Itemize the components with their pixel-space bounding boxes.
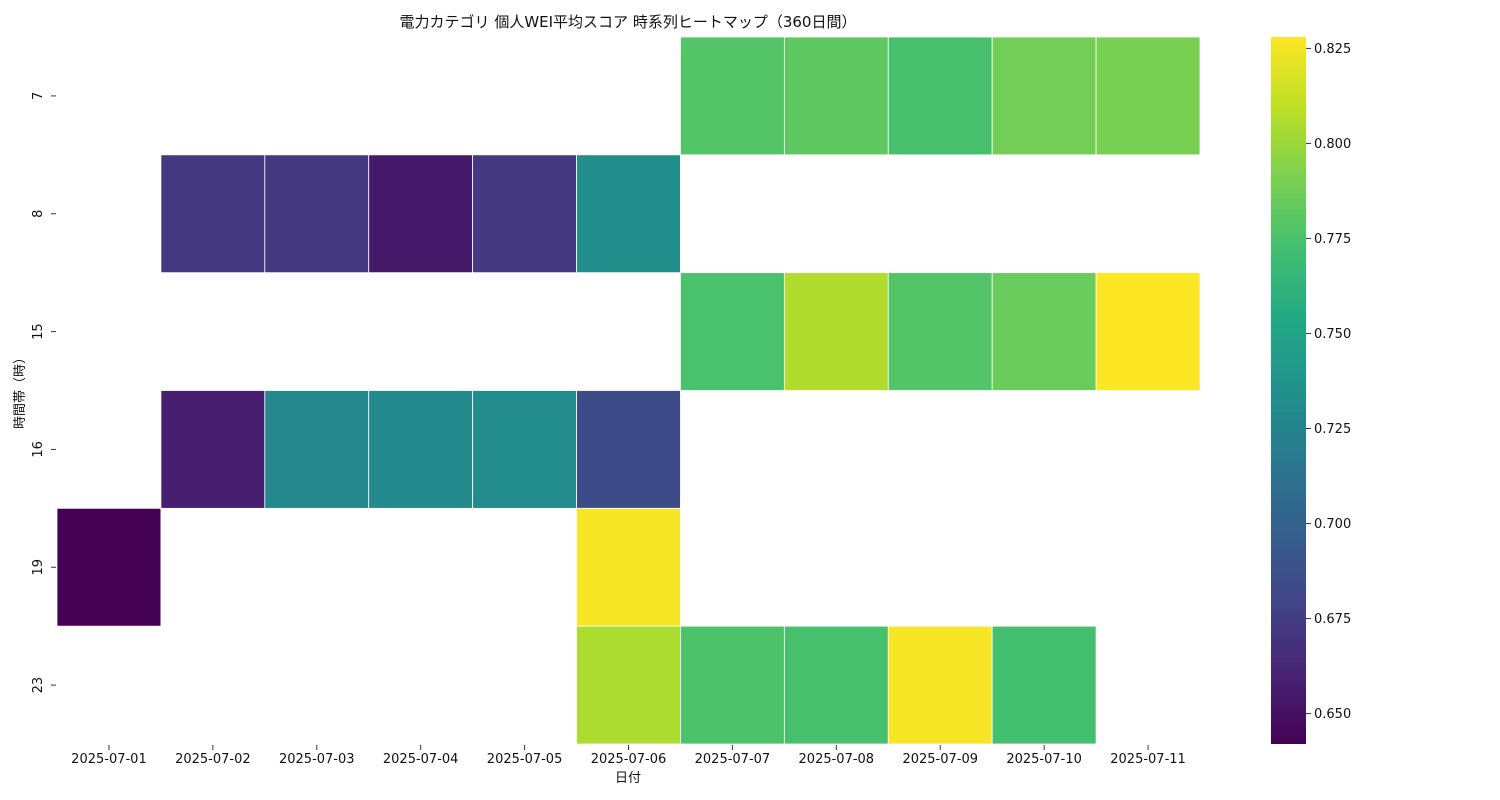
x-tick-label: 2025-07-06 bbox=[591, 752, 667, 767]
colorbar-tick-label: 0.700 bbox=[1314, 517, 1351, 532]
y-tick-label: 19 bbox=[31, 559, 46, 576]
heatmap-cell-23-2025-07-07 bbox=[680, 625, 785, 745]
x-tick-label: 2025-07-07 bbox=[695, 752, 771, 767]
y-axis: 7 8 15 16 19 23 bbox=[31, 92, 56, 694]
heatmap-cell-16-2025-07-04 bbox=[368, 390, 474, 509]
x-tick-label: 2025-07-02 bbox=[175, 752, 251, 767]
heatmap-cell-7-2025-07-09 bbox=[887, 36, 993, 156]
heatmap-cell-8-2025-07-03 bbox=[264, 154, 370, 274]
heatmap-cell-8-2025-07-05 bbox=[472, 154, 577, 274]
colorbar-tick-label: 0.825 bbox=[1314, 42, 1351, 57]
colorbar-gradient bbox=[1271, 37, 1306, 744]
heatmap-cell-15-2025-07-11 bbox=[1095, 272, 1201, 391]
y-tick-label: 8 bbox=[31, 210, 46, 218]
colorbar-tick-label: 0.750 bbox=[1314, 327, 1351, 342]
heatmap-cell-8-2025-07-02 bbox=[160, 154, 266, 274]
colorbar-tick-label: 0.725 bbox=[1314, 422, 1351, 437]
y-tick-label: 23 bbox=[31, 677, 46, 694]
heatmap-cell-16-2025-07-05 bbox=[472, 390, 577, 509]
x-tick-label: 2025-07-10 bbox=[1006, 752, 1082, 767]
heatmap-cell-8-2025-07-04 bbox=[368, 154, 474, 274]
colorbar-tick-label: 0.650 bbox=[1314, 707, 1351, 722]
y-tick-label: 16 bbox=[31, 441, 46, 458]
heatmap-cell-7-2025-07-11 bbox=[1095, 36, 1201, 156]
x-axis: 2025-07-01 2025-07-02 2025-07-03 2025-07-04… bbox=[71, 745, 1186, 767]
heatmap-cell-23-2025-07-06 bbox=[576, 625, 681, 745]
heatmap-cell-7-2025-07-07 bbox=[680, 36, 785, 156]
heatmap-cell-16-2025-07-02 bbox=[160, 390, 266, 509]
x-tick-label: 2025-07-09 bbox=[902, 752, 978, 767]
colorbar-tick-label: 0.775 bbox=[1314, 232, 1351, 247]
y-tick-label: 15 bbox=[31, 323, 46, 340]
x-tick-label: 2025-07-05 bbox=[487, 752, 563, 767]
heatmap-cell-15-2025-07-08 bbox=[783, 272, 889, 391]
heatmap-cell-16-2025-07-06 bbox=[576, 390, 681, 509]
x-tick-label: 2025-07-08 bbox=[799, 752, 875, 767]
heatmap-cell-15-2025-07-07 bbox=[680, 272, 785, 391]
heatmap-cell-15-2025-07-10 bbox=[991, 272, 1097, 391]
heatmap-cell-19-2025-07-01 bbox=[56, 507, 162, 627]
x-tick-label: 2025-07-03 bbox=[279, 752, 355, 767]
heatmap-cell-7-2025-07-08 bbox=[783, 36, 889, 156]
heatmap-cell-23-2025-07-10 bbox=[991, 625, 1097, 745]
heatmap-cell-23-2025-07-08 bbox=[783, 625, 889, 745]
y-tick-label: 7 bbox=[31, 92, 46, 100]
heatmap-cell-19-2025-07-06 bbox=[576, 507, 681, 627]
colorbar-tick-label: 0.675 bbox=[1314, 612, 1351, 627]
heatmap-cell-7-2025-07-10 bbox=[991, 36, 1097, 156]
heatmap-cell-8-2025-07-06 bbox=[576, 154, 681, 274]
heatmap-cell-15-2025-07-09 bbox=[887, 272, 993, 391]
heatmap-cell-23-2025-07-09 bbox=[887, 625, 993, 745]
chart-title: 電力カテゴリ 個人WEI平均スコア 時系列ヒートマップ（360日間） bbox=[400, 13, 857, 31]
heatmap-cell-16-2025-07-03 bbox=[264, 390, 370, 509]
x-tick-label: 2025-07-04 bbox=[383, 752, 459, 767]
x-tick-label: 2025-07-01 bbox=[71, 752, 147, 767]
y-axis-title: 時間帯（時） bbox=[13, 351, 28, 429]
heatmap-cells bbox=[56, 36, 1201, 745]
colorbar: 0.650 0.675 0.700 0.725 0.750 0.775 0.800 0.825 bbox=[1271, 37, 1351, 744]
colorbar-tick-label: 0.800 bbox=[1314, 137, 1351, 152]
x-axis-title: 日付 bbox=[615, 771, 641, 786]
x-tick-label: 2025-07-11 bbox=[1110, 752, 1186, 767]
